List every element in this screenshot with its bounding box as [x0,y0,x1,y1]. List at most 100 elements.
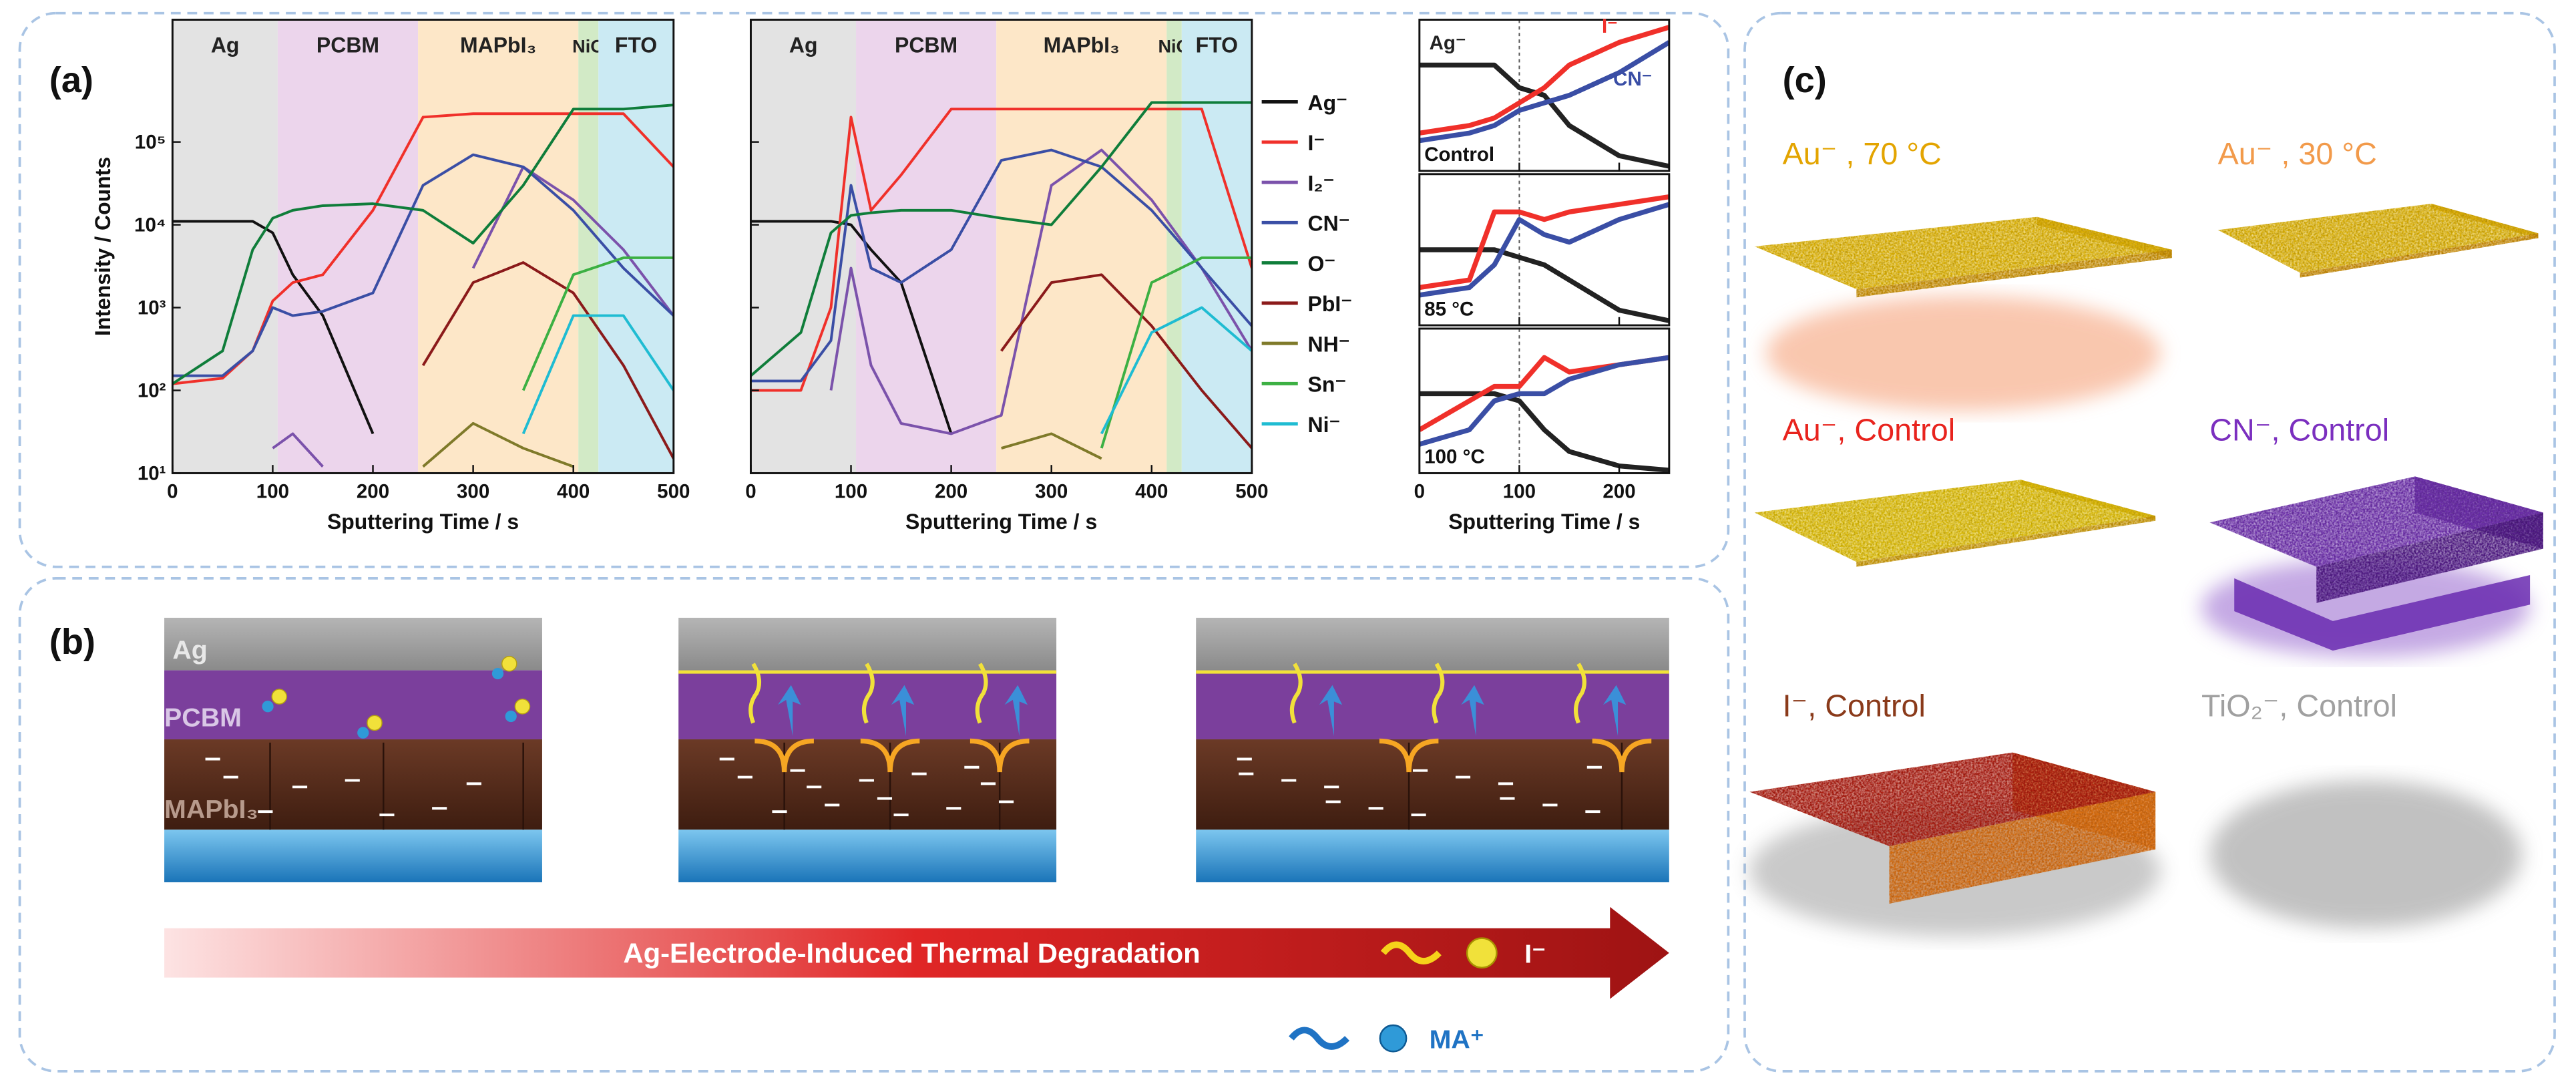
region [1181,19,1252,474]
x-tick-label: 0 [1414,480,1425,502]
iodide-flux [1289,663,1303,724]
series-line [1419,25,1669,136]
y-tick-label: 10⁴ [134,214,166,236]
series-line [829,148,1252,435]
legend-entry: Ni⁻ [1308,413,1341,437]
y-tick-label: 10¹ [138,462,166,484]
legend-ma: MA⁺ [1430,1025,1484,1054]
layer-label: PCBM [164,703,242,732]
region [172,19,278,474]
region-label: PCBM [316,33,379,57]
series-line [1001,432,1102,460]
x-axis-label: Sputtering Time / s [1448,510,1640,534]
substrate-layer [1196,830,1669,882]
plot-frame [1418,19,1671,172]
x-axis-label: Sputtering Time / s [327,510,519,534]
layer-label: Ag [172,635,207,665]
subplot-label: 100 °C [1424,446,1485,468]
iodide-symbol [1380,941,1442,964]
region-label: Ag [211,33,240,57]
series-line [172,104,674,385]
series-line [1419,355,1669,447]
boundary-glow [1592,738,1652,773]
slab-top [1749,752,2156,846]
boundary-glow [755,738,815,773]
render-label: TiO₂⁻, Control [2201,689,2397,723]
substrate-layer [164,830,542,882]
series-line [1419,202,1669,298]
pcbm-layer [678,670,1057,739]
series-line [172,153,674,377]
region-label: PCBM [895,33,957,57]
region-label: Ag [789,33,818,57]
substrate-layer [678,830,1057,882]
legend-entry: I⁻ [1308,131,1325,155]
series-line [1419,62,1669,169]
plot-frame [1418,327,1671,474]
x-tick-label: 200 [935,480,968,502]
legend-entry: O⁻ [1308,252,1336,276]
region [598,19,674,474]
x-tick-label: 500 [657,480,690,502]
cloud [2209,780,2522,928]
iodide-ion [367,715,383,731]
series-line [521,256,674,391]
x-axis-label: Sputtering Time / s [905,510,1097,534]
x-tick-label: 200 [1602,480,1635,502]
cloud [2201,558,2531,657]
subplot-label: 85 °C [1424,298,1474,320]
annotation: I⁻ [1602,15,1618,37]
plot-frame [171,19,675,474]
iodide-flux [1432,663,1445,724]
ag-layer [1196,617,1669,671]
annotation: CN⁻ [1613,68,1652,90]
annotation: Ag⁻ [1430,32,1466,54]
legend-entry: I₂⁻ [1308,171,1335,195]
slab-lower [2234,574,2531,651]
ag-layer [678,617,1057,671]
x-tick-label: 100 [256,480,289,502]
legend-entry: Sn⁻ [1308,373,1347,397]
iodide-ion [501,655,517,672]
pcbm-layer [164,670,542,739]
render-label: Au⁻ , 30 °C [2218,136,2377,171]
slab-top [1754,480,2156,562]
ma-symbol [1289,1027,1350,1050]
x-tick-label: 300 [457,480,489,502]
slab-top [2217,204,2539,273]
region [1166,19,1182,474]
x-tick-label: 300 [1035,480,1068,502]
plot-frame [1418,173,1671,327]
iodide-flux [861,663,875,724]
perovskite-layer [1196,739,1669,830]
panel-frame [18,11,1730,568]
subplot-label: Control [1424,144,1494,166]
ma-flux [1602,685,1627,737]
iodide-flux [748,663,762,724]
region-label: MAPbI₃ [460,33,536,57]
panel-label: (a) [49,60,93,100]
y-axis-label: Intensity / Counts [91,157,115,336]
ma-flux [1004,685,1028,737]
ma-ion [262,701,274,713]
slab-top [2209,476,2543,567]
x-tick-label: 400 [1135,480,1168,502]
plot-frame [749,19,1253,474]
series-line [1419,40,1669,144]
region [277,19,419,474]
y-tick-label: 10⁵ [135,131,166,153]
layer-label: MAPbI₃ [164,795,258,824]
series-line [422,421,574,468]
x-tick-label: 100 [835,480,867,502]
series-line [750,101,1252,377]
legend-entry: Ag⁻ [1308,91,1348,115]
ma-ion [505,710,517,723]
series-line [1419,247,1669,323]
region-label: FTO [1196,33,1238,57]
region [750,19,857,474]
arrow-text: Ag-Electrode-Induced Thermal Degradation [623,938,1200,969]
series-line [1100,256,1252,449]
iodide-ion [514,698,531,715]
